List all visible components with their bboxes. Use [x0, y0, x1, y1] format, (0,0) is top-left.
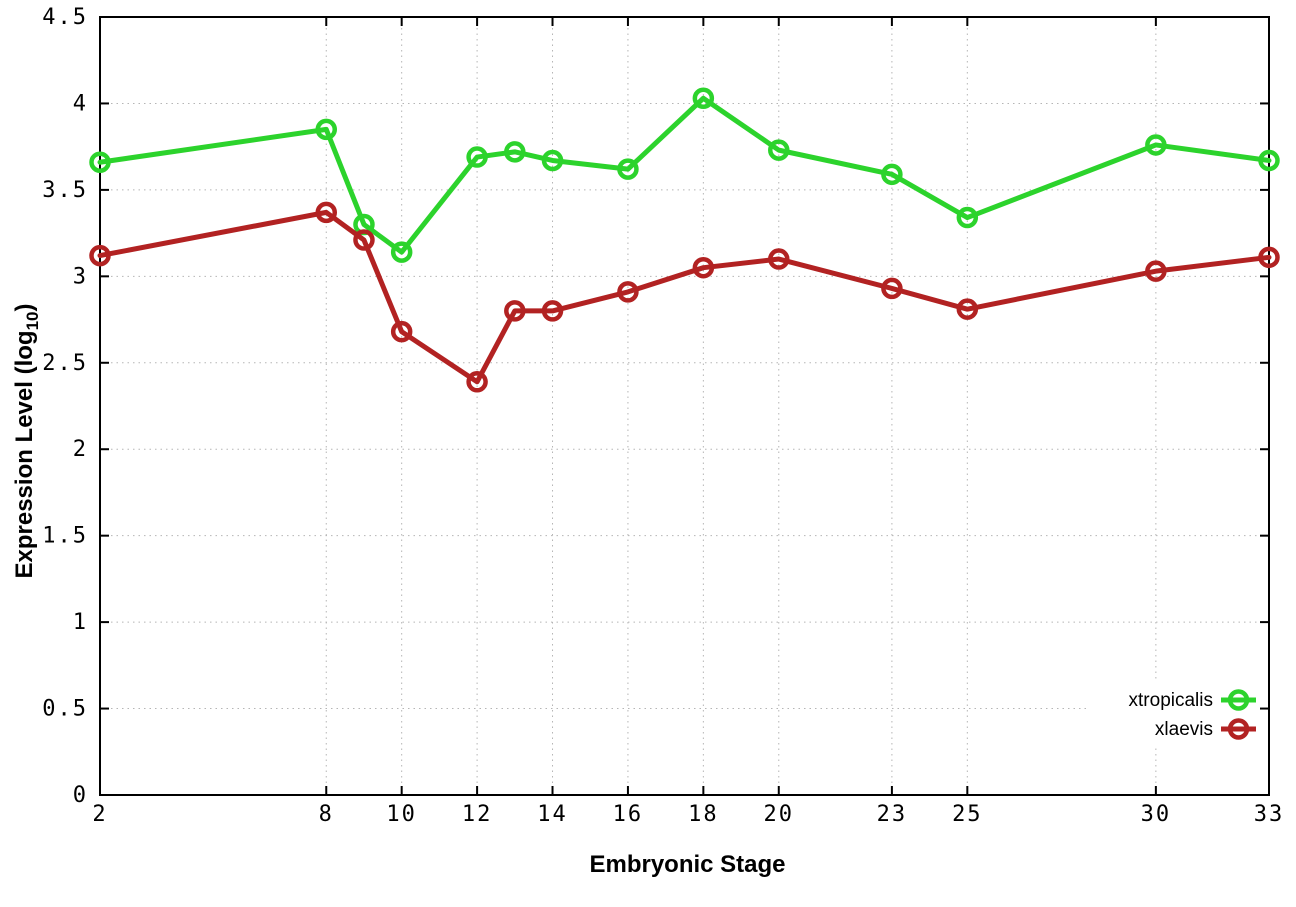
data-point-marker [315, 201, 338, 224]
legend: xtropicalis xlaevis [1129, 689, 1256, 740]
series-line-xtropicalis [97, 95, 1272, 255]
x-tick-labels: 2 8 10 12 14 16 18 20 23 25 30 33 [92, 802, 1285, 827]
data-point-marker [617, 281, 639, 303]
y-axis-title: Expression Level (log10) [11, 304, 42, 579]
y-tick-label: 0.5 [42, 697, 88, 722]
x-tick-label: 30 [1141, 802, 1172, 827]
data-point-marker [692, 256, 715, 279]
data-point-marker [692, 87, 715, 110]
data-point-marker [89, 151, 111, 173]
data-point-marker [353, 229, 375, 251]
legend-marker-sample [1227, 718, 1250, 740]
data-point-marker [768, 248, 790, 270]
y-tick-label: 3 [73, 264, 88, 289]
y-tick-label: 3.5 [42, 178, 88, 203]
axis-ticks [99, 16, 1270, 796]
x-tick-label: 2 [92, 802, 107, 827]
data-point-marker [315, 118, 338, 141]
data-point-marker [1258, 149, 1280, 172]
x-tick-label: 23 [877, 802, 908, 827]
data-point-marker [1258, 246, 1280, 269]
x-tick-label: 10 [386, 802, 417, 827]
y-tick-label: 1.5 [42, 524, 88, 549]
plot-border [99, 16, 1270, 796]
data-point-marker [504, 141, 526, 163]
data-point-marker [466, 371, 488, 393]
gridlines [100, 17, 1269, 795]
x-tick-label: 33 [1254, 802, 1285, 827]
x-tick-label: 8 [319, 802, 334, 827]
data-point-marker [1145, 260, 1167, 282]
x-tick-label: 14 [537, 802, 568, 827]
data-point-marker [541, 149, 564, 172]
x-tick-label: 16 [613, 802, 644, 827]
data-point-marker [89, 244, 111, 267]
y-tick-label: 1 [73, 610, 88, 635]
data-point-marker [956, 206, 979, 229]
y-tick-label: 4.5 [42, 5, 88, 30]
x-tick-label: 12 [462, 802, 493, 827]
x-tick-label: 20 [764, 802, 795, 827]
x-tick-label: 18 [688, 802, 719, 827]
legend-entry-xlaevis: xlaevis [1155, 718, 1256, 740]
data-point-marker [768, 139, 790, 161]
series-xtropicalis [89, 87, 1280, 263]
data-point-marker [390, 241, 413, 263]
legend-label-xlaevis: xlaevis [1155, 719, 1213, 740]
data-point-marker [617, 158, 639, 180]
x-axis-title: Embryonic Stage [589, 851, 785, 878]
y-tick-label: 0 [73, 783, 88, 808]
y-tick-label: 4 [73, 91, 88, 116]
data-point-marker [881, 163, 903, 186]
x-tick-label: 25 [952, 802, 983, 827]
data-point-marker [956, 298, 979, 320]
legend-entry-xtropicalis: xtropicalis [1129, 689, 1256, 711]
y-tick-label: 2 [73, 437, 88, 462]
series-line-xlaevis [97, 209, 1272, 385]
series-xlaevis [89, 201, 1280, 393]
legend-marker-sample [1227, 689, 1250, 711]
data-point-marker [541, 300, 564, 322]
data-point-marker [881, 277, 903, 300]
data-point-marker [466, 146, 488, 168]
legend-label-xtropicalis: xtropicalis [1129, 690, 1213, 711]
data-point-marker [1145, 134, 1167, 156]
y-tick-label: 2.5 [42, 351, 88, 376]
y-tick-labels: 0 0.5 1 1.5 2 2.5 3 3.5 4 4.5 [42, 5, 88, 808]
data-point-marker [390, 320, 413, 343]
data-point-marker [504, 300, 526, 322]
